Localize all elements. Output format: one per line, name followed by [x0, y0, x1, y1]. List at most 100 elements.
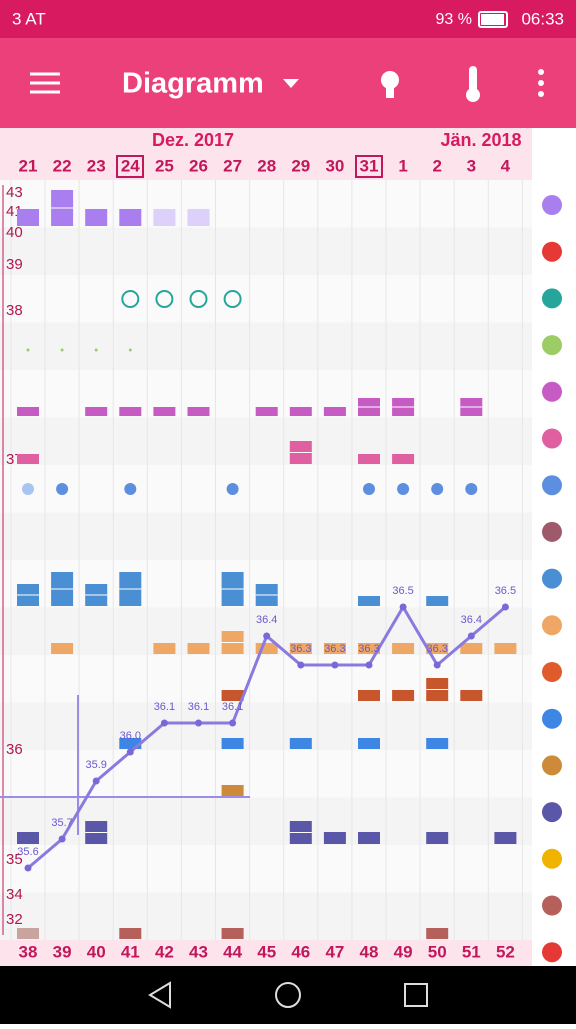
toolbar-title[interactable]: Diagramm [122, 68, 264, 100]
symptom-dot [60, 348, 64, 352]
recent-button[interactable] [404, 983, 428, 1007]
symptom-entry [460, 690, 483, 701]
symptom-entry [187, 209, 210, 226]
back-button[interactable] [148, 981, 171, 1009]
symptom-entry [51, 643, 74, 654]
overflow-menu[interactable] [538, 69, 544, 97]
ruler-label: 36 [6, 741, 23, 758]
temperature-point [399, 603, 407, 611]
ruler-label: 34 [6, 886, 23, 903]
temperature-point [501, 603, 509, 611]
symptom-entry [221, 690, 244, 701]
temperature-label: 36.1 [222, 701, 243, 713]
symptom-entry [460, 643, 483, 654]
symptom-entry [426, 738, 449, 749]
symptom-entry [494, 643, 517, 654]
category-icon[interactable] [542, 195, 562, 215]
symptom-entry [358, 690, 380, 701]
category-icon[interactable] [542, 662, 562, 682]
category-icon[interactable] [542, 942, 562, 963]
category-icon[interactable] [542, 475, 562, 496]
dropdown-arrow[interactable] [283, 79, 299, 88]
temperature-label: 35.6 [17, 846, 38, 858]
symptom-entry [358, 596, 380, 606]
row-stripe [0, 465, 532, 513]
temperature-point [58, 835, 66, 843]
symptom-entry [187, 643, 210, 654]
category-icon[interactable] [542, 802, 562, 823]
date-label: 28 [257, 156, 276, 175]
category-icon[interactable] [542, 521, 562, 542]
symptom-circle [223, 290, 242, 308]
temperature-label: 36.5 [392, 585, 413, 597]
symptom-entry [17, 832, 39, 844]
category-icon[interactable] [542, 755, 562, 776]
symptom-entry [119, 209, 142, 226]
cycle-day-label: 46 [291, 942, 310, 961]
date-marker [116, 155, 144, 178]
symptom-entry [17, 407, 39, 416]
symptom-entry [221, 928, 244, 939]
ruler-label: 40 [6, 224, 23, 241]
temperature-label: 36.1 [188, 701, 209, 713]
symptom-entry [221, 738, 244, 749]
tip-button-base [386, 88, 394, 98]
row-stripe [0, 845, 532, 893]
thermometer-button[interactable] [469, 66, 477, 92]
temperature-point [433, 661, 441, 669]
symptom-entry [289, 643, 312, 654]
date-label: 24 [121, 156, 140, 175]
symptom-entry [392, 454, 415, 464]
menu-button[interactable] [30, 72, 60, 94]
symptom-entry [323, 407, 346, 416]
cycle-day-label: 52 [496, 942, 515, 961]
temperature-label: 36.5 [495, 585, 516, 597]
row-stripe [0, 750, 532, 798]
category-icon[interactable] [542, 288, 562, 309]
temperature-point [467, 632, 475, 640]
symptom-entry [426, 832, 449, 844]
category-icon[interactable] [542, 615, 562, 636]
temperature-label: 36.4 [461, 614, 482, 626]
row-stripe [0, 797, 532, 845]
date-marker [355, 155, 383, 178]
row-stripe [0, 655, 532, 703]
cycle-day-label: 51 [462, 942, 481, 961]
category-icon[interactable] [542, 241, 562, 262]
symptom-entry [426, 596, 449, 606]
temperature-label: 36.3 [358, 643, 379, 655]
cycle-day-label: 48 [360, 942, 379, 961]
category-icon[interactable] [542, 568, 562, 589]
symptom-entry [392, 690, 415, 701]
tip-button[interactable] [381, 71, 399, 89]
symptom-entry [255, 407, 278, 416]
date-label: 3 [467, 156, 476, 175]
row-stripe [0, 322, 532, 370]
symptom-entry [17, 209, 39, 226]
category-icon[interactable] [542, 895, 562, 916]
battery-level [481, 14, 504, 25]
symptom-entry [358, 643, 380, 654]
carrier: 3 AT [12, 9, 46, 28]
category-icon[interactable] [542, 848, 562, 869]
chart-area: 4341403938373635343202122232425262728293… [0, 128, 576, 966]
month-label: Dez. 2017 [152, 130, 234, 150]
symptom-dot [128, 348, 132, 352]
home-button[interactable] [275, 982, 301, 1008]
category-icon[interactable] [542, 335, 562, 356]
temperature-label: 36.1 [154, 701, 175, 713]
temperature-label: 35.7 [51, 817, 72, 829]
symptom-dot [26, 348, 30, 352]
symptom-entry [85, 209, 108, 226]
row-stripe [0, 180, 532, 228]
symptom-dot [431, 483, 444, 495]
temperature-point [229, 719, 237, 727]
category-icon[interactable] [542, 708, 562, 729]
symptom-dot [397, 483, 410, 495]
category-icon[interactable] [542, 428, 562, 449]
symptom-entry [289, 738, 312, 749]
symptom-entry [358, 454, 380, 464]
temperature-point [263, 632, 271, 640]
category-icon[interactable] [542, 381, 562, 402]
ruler-label: 39 [6, 256, 23, 273]
